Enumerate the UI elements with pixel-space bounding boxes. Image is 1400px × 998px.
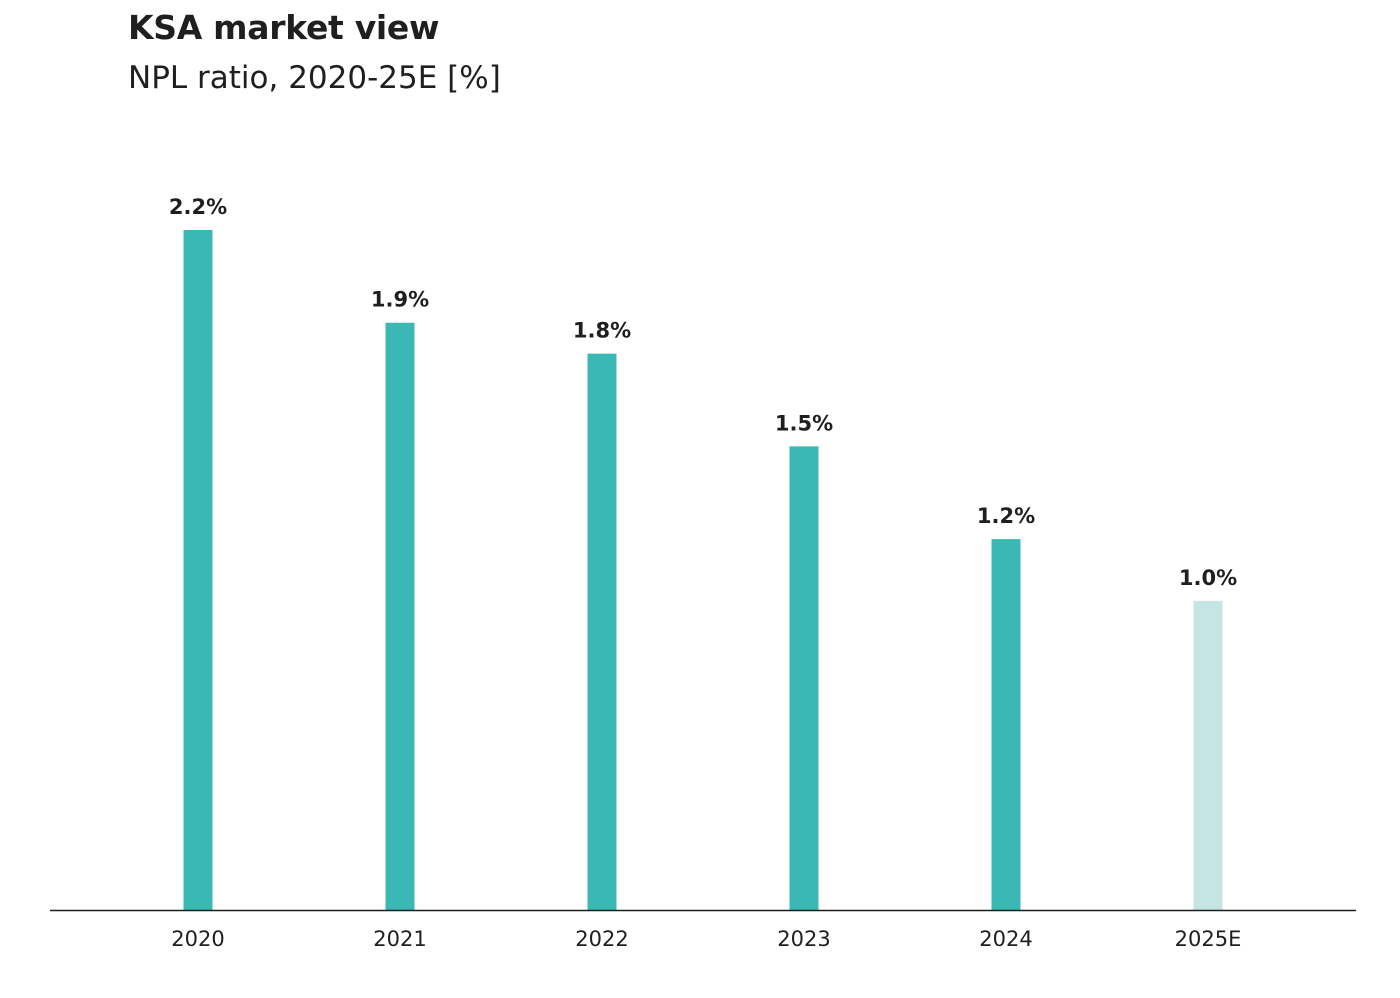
x-tick-label-2021: 2021	[373, 927, 426, 951]
bar-2024	[991, 539, 1021, 910]
bar-2022	[587, 353, 617, 910]
bar-2023	[789, 446, 819, 910]
x-tick-label-2023: 2023	[777, 927, 830, 951]
bar-2020	[183, 230, 213, 910]
value-label-2021: 1.9%	[371, 288, 429, 312]
chart-title: KSA market view	[128, 8, 440, 47]
x-tick-label-2020: 2020	[171, 927, 224, 951]
value-label-2025e: 1.0%	[1179, 566, 1237, 590]
value-label-2023: 1.5%	[775, 411, 833, 435]
x-tick-label-2025e: 2025E	[1175, 927, 1242, 951]
x-tick-label-2022: 2022	[575, 927, 628, 951]
chart-subtitle: NPL ratio, 2020-25E [%]	[128, 60, 501, 96]
x-tick-label-2024: 2024	[979, 927, 1032, 951]
value-label-2022: 1.8%	[573, 319, 631, 343]
value-label-2020: 2.2%	[169, 195, 227, 219]
bar-2021	[385, 322, 415, 910]
value-label-2024: 1.2%	[977, 504, 1035, 528]
bar-2025e	[1193, 600, 1223, 910]
